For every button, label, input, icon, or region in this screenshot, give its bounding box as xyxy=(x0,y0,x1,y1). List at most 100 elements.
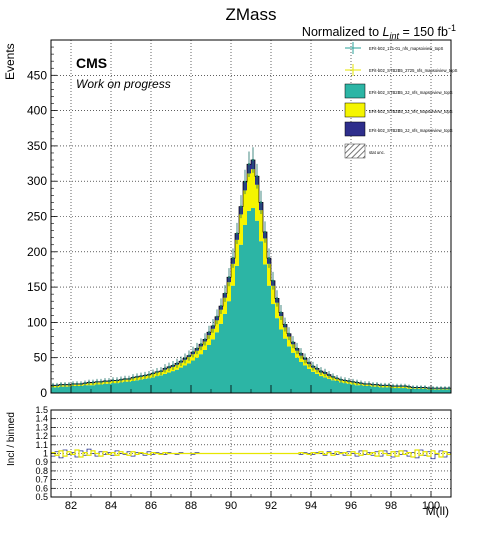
dy-bar xyxy=(363,385,367,393)
data-point xyxy=(319,370,323,373)
data-point xyxy=(211,324,215,328)
main-points xyxy=(51,147,451,390)
dy-bar xyxy=(87,385,91,393)
dy-bar xyxy=(427,389,431,393)
dy-bar xyxy=(383,387,387,393)
data-point xyxy=(275,297,279,300)
dy-bar xyxy=(371,386,375,393)
legend-item: EFit-b02_STB2B5_2725_nfs_mapsoiview_topS xyxy=(345,64,458,76)
dy-bar xyxy=(275,318,279,393)
data-point xyxy=(243,180,247,184)
data-point xyxy=(103,379,107,383)
dy-bar xyxy=(375,386,379,393)
top-bar xyxy=(199,346,203,355)
dy-bar xyxy=(431,389,435,393)
dy-bar xyxy=(331,380,335,393)
x-axis-label: M(ll) xyxy=(426,504,449,518)
dy-bar xyxy=(411,388,415,393)
dy-bar xyxy=(107,383,111,393)
ratio-ytick-label: 1.1 xyxy=(35,440,48,450)
dy-bar xyxy=(287,346,291,393)
dy-bar xyxy=(95,384,99,393)
data-point xyxy=(75,382,79,385)
ratio-yticks: 0.50.60.70.80.911.11.21.31.41.5 xyxy=(35,405,56,502)
dy-bar xyxy=(299,361,303,393)
top-bar xyxy=(255,184,259,221)
data-point xyxy=(299,352,303,355)
ratio-xtick-label: 82 xyxy=(65,500,77,512)
legend-item: EFit-b02_STB2B5_2J_nfs_mapsoiview_topS xyxy=(344,83,453,99)
dy-bar xyxy=(179,367,183,393)
dy-bar xyxy=(187,363,191,393)
dy-bar xyxy=(75,385,79,393)
dy-bar xyxy=(347,383,351,393)
dy-bar xyxy=(307,368,311,393)
dy-bar xyxy=(175,369,179,393)
top-bar xyxy=(263,238,267,265)
dy-bar xyxy=(407,388,411,393)
dy-bar xyxy=(119,382,123,393)
dy-bar xyxy=(67,386,71,393)
dy-bar xyxy=(227,301,231,393)
data-point xyxy=(67,383,71,386)
main-ytick-label: 250 xyxy=(27,210,47,224)
top-bar xyxy=(243,190,247,225)
data-point xyxy=(231,257,235,260)
legend-item: EFit-b02_STB2B5_2J_nfs_mapsoiview_topS xyxy=(344,102,453,118)
lumi-sub: int xyxy=(389,31,399,41)
dy-bar xyxy=(243,224,247,393)
top-bar xyxy=(223,297,227,314)
dy-bar xyxy=(235,265,239,393)
dy-bar xyxy=(343,383,347,393)
ratio-xtick-label: 96 xyxy=(345,500,357,512)
lumi-mid: = 150 fb xyxy=(399,25,448,39)
data-point xyxy=(59,383,63,386)
data-point xyxy=(79,382,83,385)
dy-bar xyxy=(291,352,295,393)
data-point xyxy=(247,163,251,166)
data-point xyxy=(259,201,263,204)
dy-bar xyxy=(79,385,83,393)
data-point xyxy=(239,205,243,208)
data-point xyxy=(63,383,67,386)
data-point xyxy=(355,381,359,384)
data-point xyxy=(323,371,327,374)
ratio-ytick-label: 0.5 xyxy=(35,492,48,502)
top-bar xyxy=(203,341,207,350)
legend-swatch xyxy=(344,121,366,137)
dy-bar xyxy=(247,210,251,393)
dy-bar xyxy=(183,365,187,393)
top-bar xyxy=(195,350,199,358)
data-point xyxy=(175,362,179,365)
dy-bar xyxy=(203,349,207,393)
legend-swatch xyxy=(344,102,366,118)
data-point xyxy=(95,380,99,383)
data-point xyxy=(235,232,239,235)
data-point xyxy=(351,380,355,383)
main-ytick-label: 300 xyxy=(27,174,47,188)
data-point xyxy=(395,384,399,388)
data-point xyxy=(383,384,387,387)
dy-bar xyxy=(159,375,163,393)
cms-label: CMS xyxy=(76,55,107,71)
top-bar xyxy=(231,263,235,286)
data-point xyxy=(339,378,343,381)
dy-bar xyxy=(399,388,403,393)
dy-bar xyxy=(135,380,139,393)
dy-bar xyxy=(83,385,87,393)
ratio-xtick-label: 86 xyxy=(145,500,157,512)
top-bar xyxy=(247,173,251,211)
main-ytick-label: 0 xyxy=(40,386,47,400)
dy-bar xyxy=(215,332,219,393)
top-bar xyxy=(235,239,239,266)
dy-bar xyxy=(207,344,211,393)
dy-bar xyxy=(239,244,243,393)
data-point xyxy=(407,385,411,388)
dy-bar xyxy=(303,365,307,393)
data-point xyxy=(295,347,299,350)
top-bar xyxy=(291,344,295,353)
dy-bar xyxy=(155,376,159,393)
dy-bar xyxy=(231,285,235,393)
ratio-ytick-label: 1.2 xyxy=(35,431,48,441)
